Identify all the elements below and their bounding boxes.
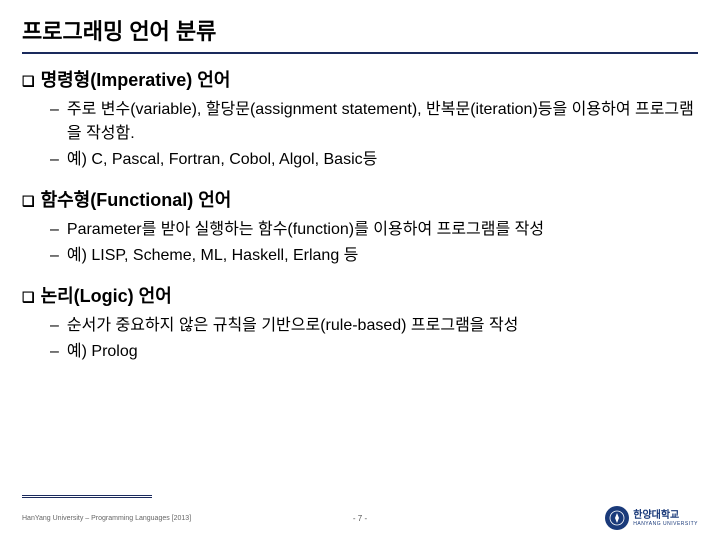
slide: 프로그래밍 언어 분류 ❑ 명령형(Imperative) 언어 – 주로 변수…: [0, 0, 720, 540]
list-item: – Parameter를 받아 실행하는 함수(function)를 이용하여 …: [50, 218, 698, 242]
university-seal-icon: [605, 506, 629, 530]
heading-text: 명령형(Imperative) 언어: [41, 66, 231, 92]
dash-icon: –: [50, 148, 59, 172]
item-text: 예) LISP, Scheme, ML, Haskell, Erlang 등: [67, 244, 358, 268]
list-item: – 주로 변수(variable), 할당문(assignment statem…: [50, 98, 698, 146]
logo-text-block: 한양대학교 HANYANG UNIVERSITY: [633, 510, 698, 527]
dash-icon: –: [50, 314, 59, 338]
sub-list: – 주로 변수(variable), 할당문(assignment statem…: [22, 98, 698, 172]
bullet-icon: ❑: [22, 193, 35, 210]
list-item: – 순서가 중요하지 않은 규칙을 기반으로(rule-based) 프로그램을…: [50, 314, 698, 338]
heading-text: 함수형(Functional) 언어: [41, 186, 232, 212]
list-item: – 예) C, Pascal, Fortran, Cobol, Algol, B…: [50, 148, 698, 172]
bullet-icon: ❑: [22, 289, 35, 306]
sub-list: – 순서가 중요하지 않은 규칙을 기반으로(rule-based) 프로그램을…: [22, 314, 698, 364]
item-text: Parameter를 받아 실행하는 함수(function)를 이용하여 프로…: [67, 218, 544, 242]
sub-list: – Parameter를 받아 실행하는 함수(function)를 이용하여 …: [22, 218, 698, 268]
section-heading: ❑ 함수형(Functional) 언어: [22, 186, 698, 212]
item-text: 순서가 중요하지 않은 규칙을 기반으로(rule-based) 프로그램을 작…: [67, 314, 519, 338]
dash-icon: –: [50, 218, 59, 242]
dash-icon: –: [50, 340, 59, 364]
logo-main-text: 한양대학교: [633, 510, 698, 521]
footer-logo: 한양대학교 HANYANG UNIVERSITY: [605, 506, 698, 530]
page-number: - 7 -: [353, 514, 367, 523]
section-imperative: ❑ 명령형(Imperative) 언어 – 주로 변수(variable), …: [22, 66, 698, 172]
dash-icon: –: [50, 244, 59, 268]
heading-text: 논리(Logic) 언어: [41, 282, 172, 308]
footer-divider: [22, 495, 152, 496]
item-text: 예) C, Pascal, Fortran, Cobol, Algol, Bas…: [67, 148, 377, 172]
section-heading: ❑ 명령형(Imperative) 언어: [22, 66, 698, 92]
footer: HanYang University – Programming Languag…: [0, 506, 720, 530]
logo-sub-text: HANYANG UNIVERSITY: [633, 521, 698, 527]
item-text: 예) Prolog: [67, 340, 138, 364]
bullet-icon: ❑: [22, 73, 35, 90]
section-heading: ❑ 논리(Logic) 언어: [22, 282, 698, 308]
dash-icon: –: [50, 98, 59, 146]
list-item: – 예) LISP, Scheme, ML, Haskell, Erlang 등: [50, 244, 698, 268]
section-functional: ❑ 함수형(Functional) 언어 – Parameter를 받아 실행하…: [22, 186, 698, 268]
item-text: 주로 변수(variable), 할당문(assignment statemen…: [67, 98, 698, 146]
footer-credit: HanYang University – Programming Languag…: [22, 515, 191, 522]
list-item: – 예) Prolog: [50, 340, 698, 364]
footer-divider: [22, 497, 152, 498]
seal-svg: [609, 510, 625, 526]
slide-title: 프로그래밍 언어 분류: [22, 14, 698, 54]
section-logic: ❑ 논리(Logic) 언어 – 순서가 중요하지 않은 규칙을 기반으로(ru…: [22, 282, 698, 364]
